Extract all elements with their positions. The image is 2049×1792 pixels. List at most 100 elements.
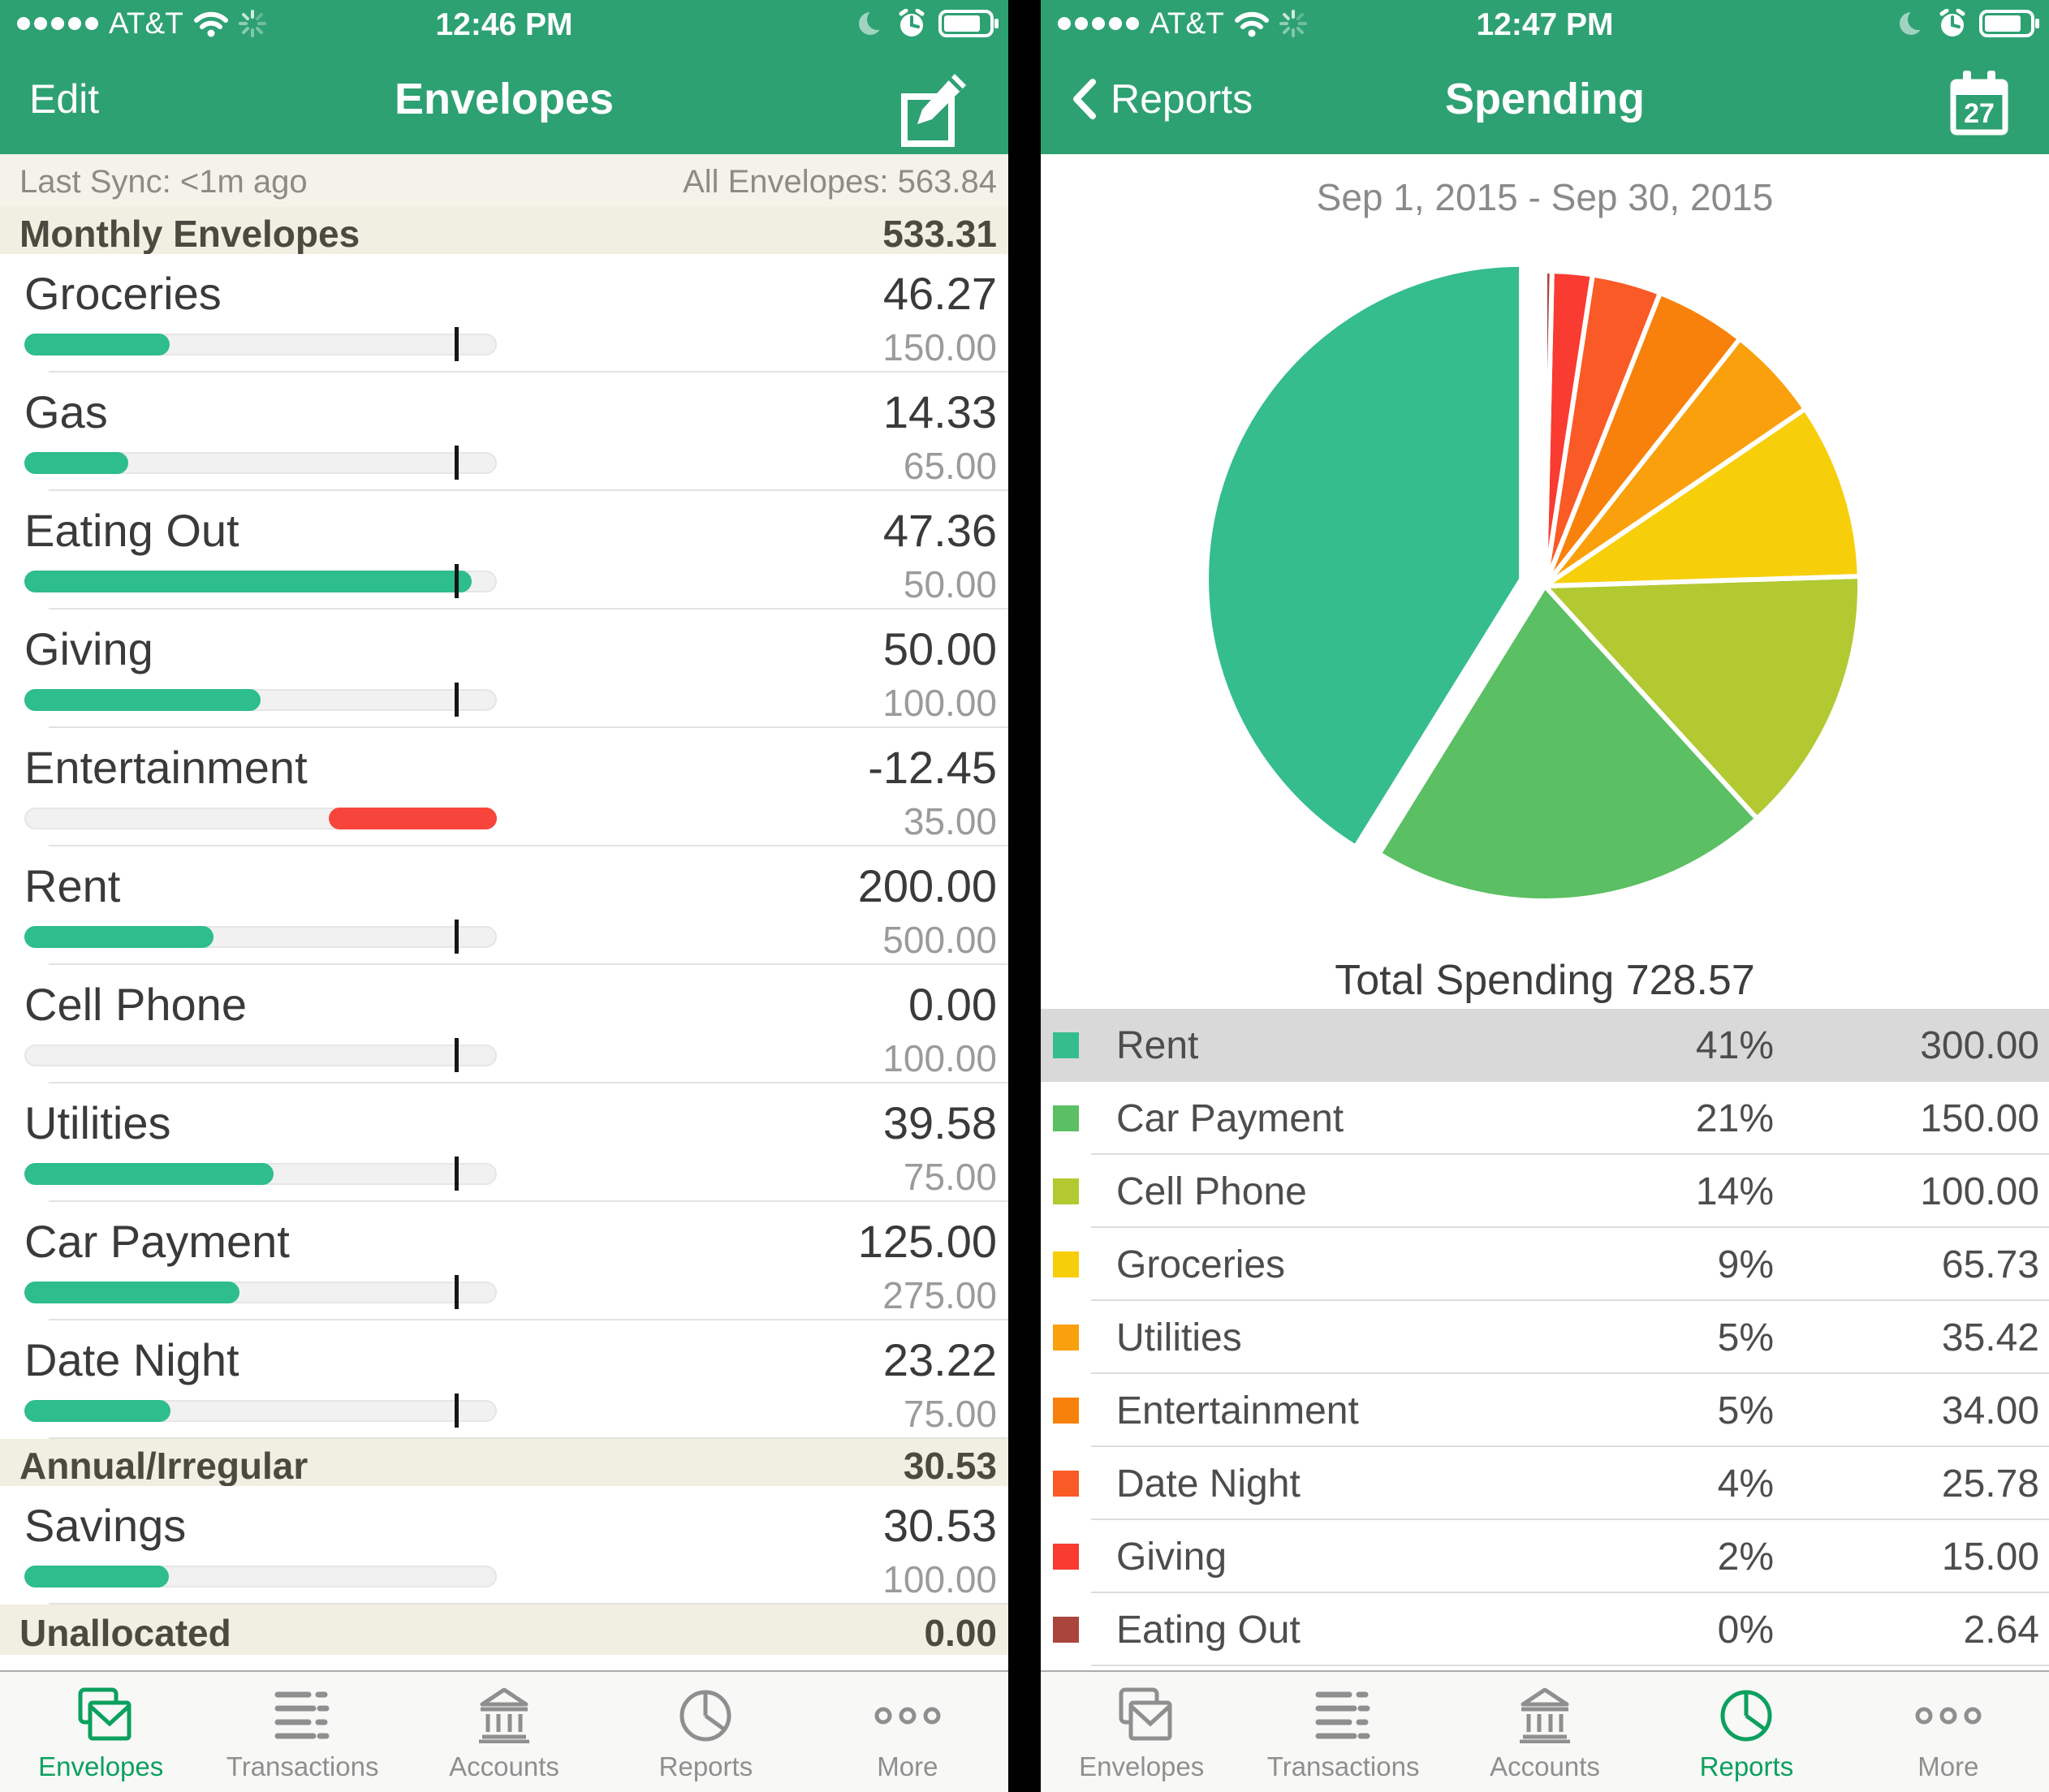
category-name: Giving [1116, 1535, 1227, 1579]
tab-label: Transactions [226, 1751, 379, 1781]
category-amount: 300.00 [1920, 1023, 2039, 1067]
envelope-budget: 100.00 [882, 1037, 997, 1079]
category-percent: 9% [1717, 1243, 1774, 1286]
envelope-progress-track [24, 1566, 497, 1587]
time-marker-tick [454, 1394, 459, 1428]
row-divider [49, 1603, 1008, 1605]
envelope-row-savings[interactable]: Savings 30.53 100.00 [0, 1486, 1008, 1605]
report-row-giving[interactable]: Giving 2% 15.00 [1041, 1520, 2049, 1593]
envelope-budget: 100.00 [882, 1558, 997, 1600]
envelope-progress-track [24, 920, 497, 954]
pie-slice-rent[interactable] [1204, 261, 1525, 850]
envelope-name: Utilities [24, 1097, 171, 1148]
alarm-clock-icon [1937, 9, 1968, 38]
right-header: AT&T 12: [1041, 0, 2049, 154]
tab-envelopes[interactable]: Envelopes [1041, 1672, 1242, 1792]
status-time: 12:47 PM [1476, 7, 1614, 42]
back-button[interactable]: Reports [1070, 75, 1253, 123]
envelope-progress-track [24, 1394, 497, 1428]
pie-slice-groceries[interactable] [1542, 406, 1862, 588]
pie-slice-car-payment[interactable] [1376, 584, 1760, 903]
envelope-balance: 0.00 [908, 979, 997, 1030]
row-divider [49, 726, 1008, 728]
envelope-budget: 150.00 [882, 326, 997, 368]
category-percent: 0% [1717, 1608, 1774, 1652]
envelope-row-groceries[interactable]: Groceries 46.27 150.00 [0, 254, 1008, 373]
category-amount: 2.64 [1963, 1608, 2039, 1652]
envelope-progress-fill [24, 926, 214, 948]
spending-report-screen: AT&T 12: [1041, 0, 2049, 1792]
do-not-disturb-moon-icon [1898, 10, 1926, 37]
tab-more[interactable]: More [1848, 1672, 2049, 1792]
section-header-label: Monthly Envelopes [19, 213, 360, 255]
back-chevron-icon [1073, 79, 1096, 119]
time-marker-tick [454, 564, 459, 598]
envelope-row-entertainment[interactable]: Entertainment -12.45 35.00 [0, 728, 1008, 846]
envelope-progress-fill [24, 1282, 239, 1303]
spending-pie-chart [1204, 261, 1862, 903]
section-header-annual-irregular: Annual/Irregular 30.53 [0, 1439, 1008, 1487]
envelope-row-gas[interactable]: Gas 14.33 65.00 [0, 373, 1008, 491]
envelope-row-car-payment[interactable]: Car Payment 125.00 275.00 [0, 1202, 1008, 1320]
alarm-clock-icon [896, 9, 927, 38]
envelope-name: Car Payment [24, 1216, 290, 1267]
more-icon [1914, 1682, 1982, 1750]
tab-accounts[interactable]: Accounts [403, 1672, 605, 1792]
report-row-eating-out[interactable]: Eating Out 0% 2.64 [1041, 1593, 2049, 1666]
tab-label: Accounts [449, 1751, 559, 1781]
envelope-row-giving[interactable]: Giving 50.00 100.00 [0, 610, 1008, 728]
report-date-range: Sep 1, 2015 - Sep 30, 2015 [1316, 176, 1774, 218]
envelope-row-date-night[interactable]: Date Night 23.22 75.00 [0, 1320, 1008, 1439]
envelope-progress-fill [24, 571, 472, 592]
do-not-disturb-moon-icon [857, 10, 885, 37]
envelope-row-eating-out[interactable]: Eating Out 47.36 50.00 [0, 491, 1008, 610]
row-divider [49, 1082, 1008, 1083]
tab-reports[interactable]: Reports [605, 1672, 806, 1792]
right-tab-bar: Envelopes Transactions Accounts Reports More [1041, 1670, 2049, 1792]
category-amount: 15.00 [1941, 1535, 2039, 1579]
tab-envelopes[interactable]: Envelopes [0, 1672, 201, 1792]
report-row-cell-phone[interactable]: Cell Phone 14% 100.00 [1041, 1155, 2049, 1228]
reports-icon [1719, 1682, 1774, 1750]
row-divider [49, 963, 1008, 965]
envelope-progress-track [24, 808, 497, 829]
envelope-row-rent[interactable]: Rent 200.00 500.00 [0, 846, 1008, 965]
pie-slice-cell-phone[interactable] [1542, 574, 1862, 821]
tab-transactions[interactable]: Transactions [1242, 1672, 1443, 1792]
edit-button[interactable]: Edit [29, 76, 100, 122]
category-name: Date Night [1116, 1462, 1301, 1506]
tab-label: Accounts [1490, 1751, 1600, 1781]
left-tab-bar: Envelopes Transactions Accounts Reports More [0, 1670, 1008, 1792]
envelope-row-cell-phone[interactable]: Cell Phone 0.00 100.00 [0, 965, 1008, 1083]
envelope-progress-track [24, 327, 497, 361]
report-row-groceries[interactable]: Groceries 9% 65.73 [1041, 1228, 2049, 1301]
report-row-date-night[interactable]: Date Night 4% 25.78 [1041, 1447, 2049, 1520]
reports-icon [678, 1682, 733, 1750]
envelope-progress-fill [24, 689, 261, 711]
envelope-budget: 75.00 [903, 1393, 997, 1435]
time-marker-tick [454, 327, 459, 361]
report-row-utilities[interactable]: Utilities 5% 35.42 [1041, 1301, 2049, 1374]
pie-slice-eating-out[interactable] [1542, 269, 1555, 588]
date-picker-button[interactable]: 27 [1947, 71, 2012, 140]
category-amount: 100.00 [1920, 1170, 2039, 1213]
report-row-entertainment[interactable]: Entertainment 5% 34.00 [1041, 1374, 2049, 1447]
envelope-progress-track [24, 683, 497, 717]
report-row-rent[interactable]: Rent 41% 300.00 [1041, 1009, 2049, 1082]
envelopes-title: Envelopes [394, 75, 615, 123]
tab-more[interactable]: More [807, 1672, 1008, 1792]
envelopes-icon [69, 1682, 132, 1750]
envelope-name: Date Night [24, 1334, 239, 1385]
tab-reports[interactable]: Reports [1646, 1672, 1847, 1792]
envelope-row-utilities[interactable]: Utilities 39.58 75.00 [0, 1083, 1008, 1202]
envelope-progress-fill [24, 1163, 274, 1185]
category-amount: 65.73 [1941, 1243, 2039, 1286]
row-divider [49, 608, 1008, 610]
report-row-car-payment[interactable]: Car Payment 21% 150.00 [1041, 1082, 2049, 1155]
tab-transactions[interactable]: Transactions [201, 1672, 403, 1792]
tab-accounts[interactable]: Accounts [1444, 1672, 1646, 1792]
tab-label: More [1917, 1751, 1979, 1781]
compose-button[interactable] [893, 67, 977, 152]
transactions-icon [274, 1682, 331, 1750]
row-divider [49, 489, 1008, 491]
